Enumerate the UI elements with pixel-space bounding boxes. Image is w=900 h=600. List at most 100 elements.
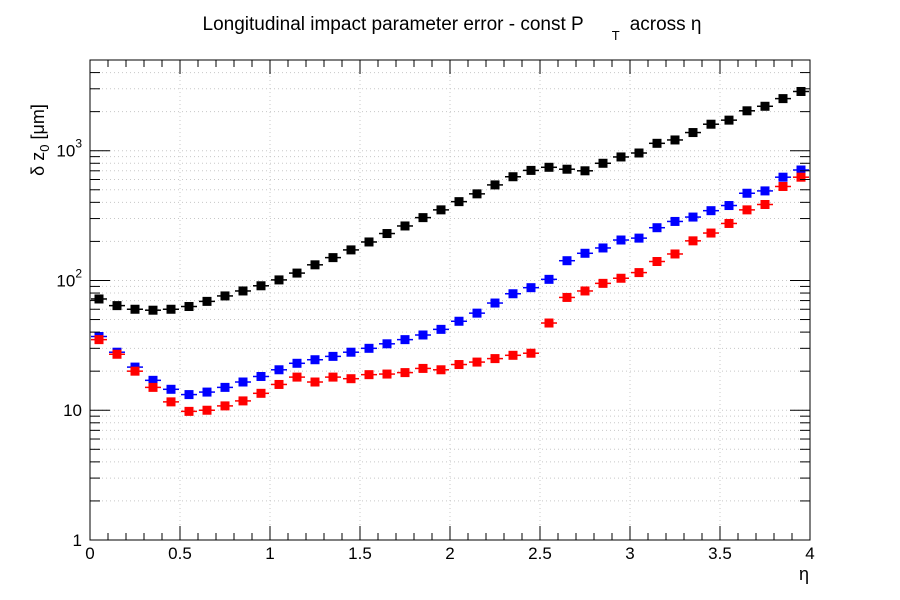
marker-red — [256, 388, 266, 398]
marker-black — [706, 119, 716, 129]
marker-black — [454, 197, 464, 207]
series-black — [91, 86, 809, 315]
marker-red — [436, 365, 446, 375]
marker-black — [328, 253, 338, 263]
marker-black — [778, 94, 788, 104]
marker-red — [346, 374, 356, 384]
y-tick-label-base: 10 — [56, 271, 75, 290]
x-tick-labels: 0 0.5 1 1.5 2 2.5 3 3.5 4 — [85, 544, 814, 563]
chart-title-main: Longitudinal impact parameter error - co… — [203, 14, 584, 35]
marker-blue — [670, 216, 680, 226]
marker-blue — [328, 351, 338, 361]
marker-red — [382, 369, 392, 379]
marker-blue — [760, 186, 770, 196]
x-axis-title: η — [799, 564, 809, 584]
marker-blue — [292, 358, 302, 368]
marker-blue — [562, 256, 572, 266]
marker-red — [778, 181, 788, 191]
marker-blue — [724, 201, 734, 211]
y-axis-title: δ z0 [μm] — [28, 104, 52, 176]
marker-red — [472, 357, 482, 367]
marker-red — [616, 273, 626, 283]
marker-black — [526, 165, 536, 175]
marker-blue — [508, 289, 518, 299]
marker-blue — [634, 233, 644, 243]
marker-red — [526, 348, 536, 358]
marker-red — [202, 405, 212, 415]
marker-blue — [490, 298, 500, 308]
y-axis-title-prefix: δ z — [28, 152, 48, 176]
y-tick-label-exponent: 3 — [75, 137, 82, 151]
marker-black — [760, 101, 770, 111]
marker-black — [472, 189, 482, 199]
marker-red — [112, 349, 122, 359]
marker-black — [238, 286, 248, 296]
x-tick-label: 0.5 — [168, 544, 192, 563]
chart-title-subscript: T — [612, 28, 620, 43]
marker-red — [706, 228, 716, 238]
marker-red — [508, 350, 518, 360]
marker-black — [184, 302, 194, 312]
y-tick-label: 103 — [56, 137, 82, 161]
marker-black — [166, 304, 176, 314]
marker-red — [544, 318, 554, 328]
marker-black — [400, 221, 410, 231]
x-tick-label: 2 — [445, 544, 454, 563]
x-tick-label: 3 — [625, 544, 634, 563]
marker-blue — [346, 347, 356, 357]
marker-black — [112, 301, 122, 311]
marker-blue — [454, 316, 464, 326]
marker-blue — [796, 165, 806, 175]
marker-red — [94, 335, 104, 345]
marker-black — [94, 294, 104, 304]
marker-black — [292, 268, 302, 278]
marker-blue — [202, 387, 212, 397]
marker-red — [688, 236, 698, 246]
marker-red — [364, 370, 374, 380]
marker-red — [562, 292, 572, 302]
marker-red — [490, 354, 500, 364]
marker-blue — [706, 206, 716, 216]
marker-red — [292, 372, 302, 382]
marker-black — [742, 106, 752, 116]
marker-blue — [598, 243, 608, 253]
marker-blue — [778, 172, 788, 182]
marker-red — [148, 382, 158, 392]
marker-blue — [382, 339, 392, 349]
chart-title: Longitudinal impact parameter error - co… — [203, 14, 702, 43]
marker-blue — [544, 274, 554, 284]
marker-red — [760, 199, 770, 209]
x-tick-label: 4 — [805, 544, 814, 563]
marker-blue — [220, 382, 230, 392]
marker-black — [724, 115, 734, 125]
marker-black — [562, 164, 572, 174]
marker-red — [724, 218, 734, 228]
marker-red — [274, 379, 284, 389]
x-tick-label: 1 — [265, 544, 274, 563]
marker-black — [544, 162, 554, 172]
x-tick-label: 2.5 — [528, 544, 552, 563]
series-red — [91, 172, 809, 416]
marker-black — [382, 229, 392, 239]
marker-blue — [364, 343, 374, 353]
marker-black — [274, 275, 284, 285]
marker-red — [328, 372, 338, 382]
marker-red — [220, 401, 230, 411]
marker-red — [742, 205, 752, 215]
marker-black — [202, 296, 212, 306]
y-tick-label-base: 1 — [73, 531, 82, 550]
marker-black — [508, 172, 518, 182]
marker-black — [490, 180, 500, 190]
marker-red — [580, 286, 590, 296]
series-blue — [91, 165, 809, 400]
marker-black — [148, 305, 158, 315]
marker-black — [580, 166, 590, 176]
y-tick-label: 10 — [63, 401, 82, 420]
axis-ticks — [89, 59, 811, 541]
y-tick-label-exponent: 2 — [75, 266, 82, 280]
y-tick-label: 1 — [73, 531, 82, 550]
marker-red — [652, 257, 662, 267]
marker-black — [310, 260, 320, 270]
marker-red — [796, 172, 806, 182]
